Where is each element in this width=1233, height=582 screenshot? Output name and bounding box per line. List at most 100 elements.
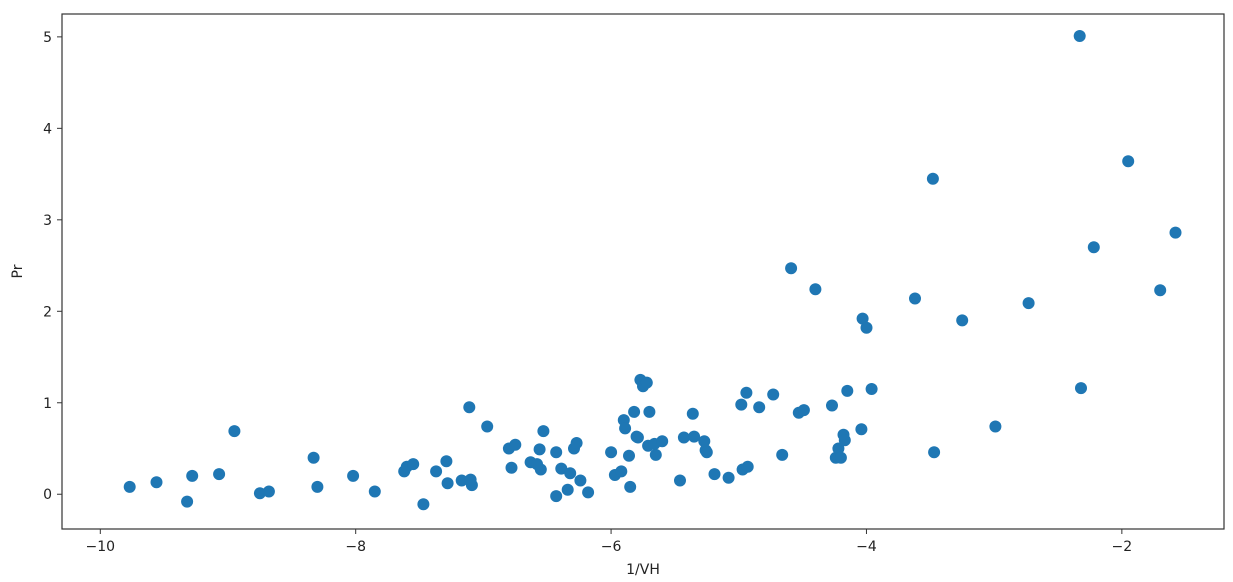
y-tick-label: 1 xyxy=(43,396,52,412)
y-tick-label: 5 xyxy=(43,30,52,46)
data-point xyxy=(347,469,360,482)
data-point xyxy=(698,435,711,448)
data-point xyxy=(688,430,701,443)
data-point xyxy=(550,490,563,503)
data-point xyxy=(509,438,522,451)
data-point xyxy=(631,431,644,444)
data-point xyxy=(640,376,653,389)
data-point xyxy=(628,405,641,418)
data-point xyxy=(649,448,662,461)
data-point xyxy=(582,486,595,499)
data-point xyxy=(615,465,628,478)
data-point xyxy=(533,443,546,456)
y-tick-label: 4 xyxy=(43,121,52,137)
data-point xyxy=(455,474,468,487)
data-point xyxy=(555,462,568,475)
data-point xyxy=(1087,241,1100,254)
data-point xyxy=(253,487,266,500)
data-point xyxy=(643,405,656,418)
data-point xyxy=(1073,30,1086,42)
data-point xyxy=(956,314,969,327)
data-point xyxy=(570,437,583,449)
data-point xyxy=(826,399,838,412)
data-point xyxy=(1122,155,1135,168)
data-point xyxy=(311,480,324,493)
data-point xyxy=(430,465,443,478)
x-tick-label: −2 xyxy=(1112,539,1133,555)
data-point xyxy=(181,495,194,508)
data-point xyxy=(865,383,878,395)
data-point xyxy=(832,442,845,455)
data-point xyxy=(856,312,869,325)
x-tick-label: −4 xyxy=(856,539,877,555)
data-point xyxy=(417,498,430,511)
data-point xyxy=(838,434,851,447)
data-point xyxy=(619,422,632,435)
data-point xyxy=(407,458,420,471)
data-point xyxy=(809,283,822,296)
data-point xyxy=(741,460,754,473)
data-point xyxy=(1022,297,1035,310)
y-tick-label: 3 xyxy=(43,213,52,229)
data-point xyxy=(740,386,753,399)
data-point xyxy=(463,401,476,414)
data-point xyxy=(564,467,577,480)
data-point xyxy=(677,431,690,444)
data-point xyxy=(481,420,494,433)
data-point xyxy=(440,455,453,468)
data-point xyxy=(708,468,721,481)
data-point xyxy=(700,446,713,459)
x-axis-label: 1/VH xyxy=(626,562,660,578)
data-point xyxy=(150,476,163,489)
data-point xyxy=(505,461,518,474)
data-point xyxy=(605,446,618,459)
data-point xyxy=(1154,284,1167,297)
data-point xyxy=(722,471,735,484)
data-point xyxy=(860,321,873,334)
data-point xyxy=(186,469,199,482)
y-tick-label: 0 xyxy=(43,487,52,503)
data-point xyxy=(926,172,939,185)
data-point xyxy=(307,451,320,464)
data-point xyxy=(797,404,810,417)
data-point xyxy=(213,468,226,481)
data-point xyxy=(262,485,275,498)
data-point xyxy=(909,292,921,305)
data-point xyxy=(989,420,1002,433)
y-axis-label: Pr xyxy=(10,264,26,278)
data-point xyxy=(686,407,699,420)
plot-area xyxy=(123,30,1182,511)
data-point xyxy=(834,451,847,464)
data-point xyxy=(550,446,563,459)
x-tick-label: −8 xyxy=(345,539,366,555)
data-point xyxy=(753,401,766,414)
x-tick-label: −10 xyxy=(86,539,116,555)
data-point xyxy=(464,473,477,486)
data-point xyxy=(776,448,789,461)
data-point xyxy=(561,483,574,496)
data-point xyxy=(855,423,868,436)
y-tick-label: 2 xyxy=(43,304,52,320)
plot-frame xyxy=(61,13,1225,530)
data-point xyxy=(841,384,854,397)
data-point xyxy=(228,425,241,438)
data-point xyxy=(574,474,587,487)
data-point xyxy=(785,262,798,275)
data-point xyxy=(441,477,454,490)
data-point xyxy=(1075,382,1087,395)
data-point xyxy=(767,388,780,401)
data-point xyxy=(623,449,635,462)
x-axis: −10 −8 −6 −4 −2 xyxy=(86,529,1133,555)
data-point xyxy=(624,480,637,493)
data-point xyxy=(534,463,547,476)
data-point xyxy=(368,485,381,498)
x-tick-label: −6 xyxy=(601,539,622,555)
data-point xyxy=(656,435,669,448)
data-point xyxy=(928,446,941,459)
data-point xyxy=(537,425,550,438)
data-point xyxy=(674,474,686,487)
data-point xyxy=(1169,226,1182,239)
data-point xyxy=(735,398,748,411)
y-axis: 0 1 2 3 4 5 xyxy=(43,30,62,503)
